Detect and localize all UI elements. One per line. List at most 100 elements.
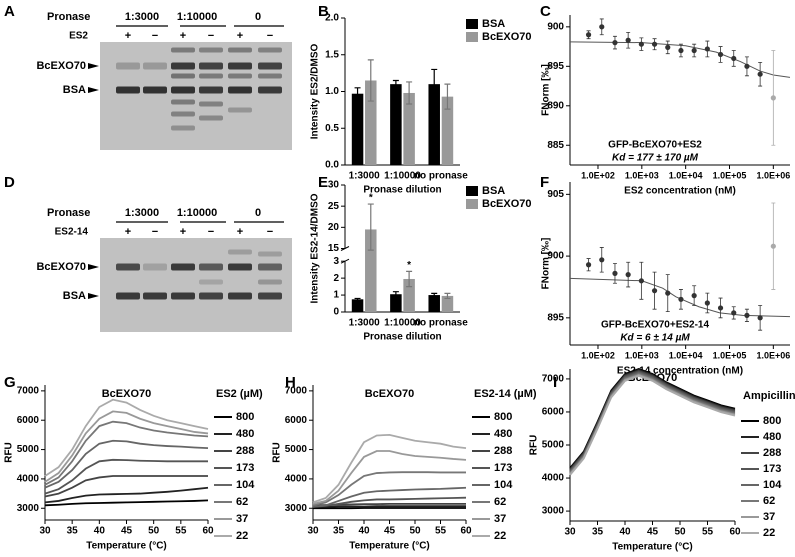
y-axis-label: RFU — [529, 435, 540, 456]
error-bar — [406, 81, 413, 105]
band-label: BSA — [63, 84, 86, 96]
gel-band — [171, 99, 195, 105]
gel-band — [199, 62, 223, 70]
legend-label: BSA — [482, 18, 505, 30]
y-tick-label: 3000 — [542, 506, 565, 517]
legend-label: 62 — [494, 496, 506, 508]
x-tick-label: 55 — [175, 526, 187, 537]
data-point — [678, 47, 684, 54]
x-axis-label: ES2-14 concentration (nM) — [617, 366, 743, 377]
legend-label: 288 — [763, 447, 781, 459]
legend-swatch — [466, 186, 478, 196]
gel-band — [199, 86, 223, 94]
gel-band — [143, 292, 167, 300]
x-tick-label: 1.0E+04 — [669, 170, 703, 180]
data-point — [757, 71, 763, 77]
gel-band — [116, 263, 140, 271]
annotation: Kd = 177 ± 170 µM — [612, 153, 699, 164]
x-tick-label: 1.0E+06 — [756, 170, 790, 180]
y-tick-label: 5000 — [285, 444, 308, 455]
panel-label: B — [318, 3, 329, 20]
x-axis-label: Temperature (°C) — [86, 541, 167, 552]
y-tick-label: 5000 — [17, 444, 40, 455]
legend-title: Ampicillin (µM) — [743, 390, 795, 402]
y-tick-label: 905 — [547, 189, 564, 200]
y-tick-label: 20 — [328, 222, 340, 233]
x-tick-label: no pronase — [414, 171, 468, 182]
error-bar — [367, 59, 374, 102]
y-tick-label: 25 — [328, 201, 340, 212]
x-tick-label: 30 — [564, 527, 576, 538]
y-axis-label: Intensity ES2/DMSO — [310, 43, 321, 139]
gel-band — [116, 292, 140, 300]
legend-label: 104 — [763, 479, 782, 491]
series-line — [569, 374, 736, 476]
panel-label: A — [4, 3, 15, 20]
x-tick-label: 45 — [384, 526, 396, 537]
pronase-dilution: 1:10000 — [177, 207, 217, 219]
gel-band — [199, 47, 223, 53]
y-tick-label: 7000 — [285, 386, 308, 397]
data-point — [585, 262, 592, 268]
treatment-sign: − — [152, 226, 158, 238]
error-bar — [392, 291, 399, 298]
series-line — [44, 420, 209, 486]
x-tick-label: 1.0E+05 — [713, 170, 747, 180]
series-line — [312, 433, 467, 504]
gel-band — [171, 292, 195, 300]
x-tick-label: 1:3000 — [349, 171, 381, 182]
error-bar — [354, 87, 361, 101]
error-bar — [444, 83, 451, 110]
y-tick-label: 0.0 — [325, 160, 339, 171]
gel-band — [171, 73, 195, 79]
data-point — [731, 55, 737, 62]
data-point — [731, 310, 737, 316]
legend-label: 173 — [236, 462, 254, 474]
series-line — [44, 475, 208, 498]
legend-swatch — [466, 19, 478, 29]
band-arrow — [88, 63, 99, 69]
legend-label: 173 — [494, 462, 512, 474]
data-point — [770, 243, 776, 249]
x-tick-label: 1.0E+03 — [625, 170, 659, 180]
x-tick-label: 35 — [67, 526, 79, 537]
data-point — [625, 37, 631, 43]
y-tick-label: 1.5 — [325, 49, 339, 60]
bar — [428, 295, 440, 312]
legend-label: 173 — [763, 463, 781, 475]
series-line — [312, 471, 466, 507]
x-tick-label: 60 — [460, 526, 472, 537]
y-tick-label: 3000 — [17, 503, 40, 514]
series-line — [312, 496, 467, 508]
gel-band — [258, 73, 282, 79]
x-tick-label: 30 — [307, 526, 319, 537]
gel-band — [143, 86, 167, 94]
chart-title: BcEXO70 — [365, 388, 415, 400]
gel-band — [258, 279, 282, 285]
x-tick-label: 1.0E+02 — [581, 350, 615, 360]
gel-shade — [100, 238, 292, 332]
gel-band — [228, 86, 252, 94]
y-tick-label: 0 — [333, 307, 339, 318]
gel-band — [199, 115, 223, 121]
error-bar — [367, 203, 374, 251]
bar — [390, 84, 402, 165]
legend-label: 37 — [763, 511, 775, 523]
legend-swatch — [466, 199, 478, 209]
x-tick-label: 1:10000 — [384, 171, 421, 182]
x-tick-label: 35 — [592, 527, 604, 538]
series-line — [44, 398, 209, 477]
treatment-sign: + — [237, 226, 243, 238]
x-tick-label: 40 — [358, 526, 370, 537]
significance-mark: * — [407, 260, 411, 271]
x-tick-label: 60 — [202, 526, 214, 537]
legend-label: 480 — [763, 431, 781, 443]
panel-label: I — [553, 374, 557, 391]
data-point — [599, 24, 605, 30]
treatment-sign: + — [180, 226, 186, 238]
y-tick-label: 1 — [333, 290, 339, 301]
gel-band — [228, 292, 252, 300]
x-tick-label: 1.0E+05 — [713, 350, 747, 360]
y-axis-label: Intensity ES2-14/DMSO — [310, 193, 321, 303]
data-point — [638, 41, 644, 47]
